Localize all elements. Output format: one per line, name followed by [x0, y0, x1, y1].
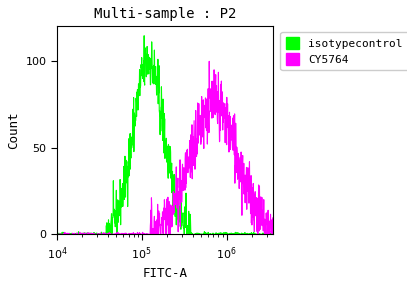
- Title: Multi-sample : P2: Multi-sample : P2: [94, 7, 236, 21]
- X-axis label: FITC-A: FITC-A: [142, 267, 187, 280]
- Legend: isotypecontrol 1, CY5764: isotypecontrol 1, CY5764: [280, 32, 407, 70]
- Y-axis label: Count: Count: [7, 112, 20, 149]
